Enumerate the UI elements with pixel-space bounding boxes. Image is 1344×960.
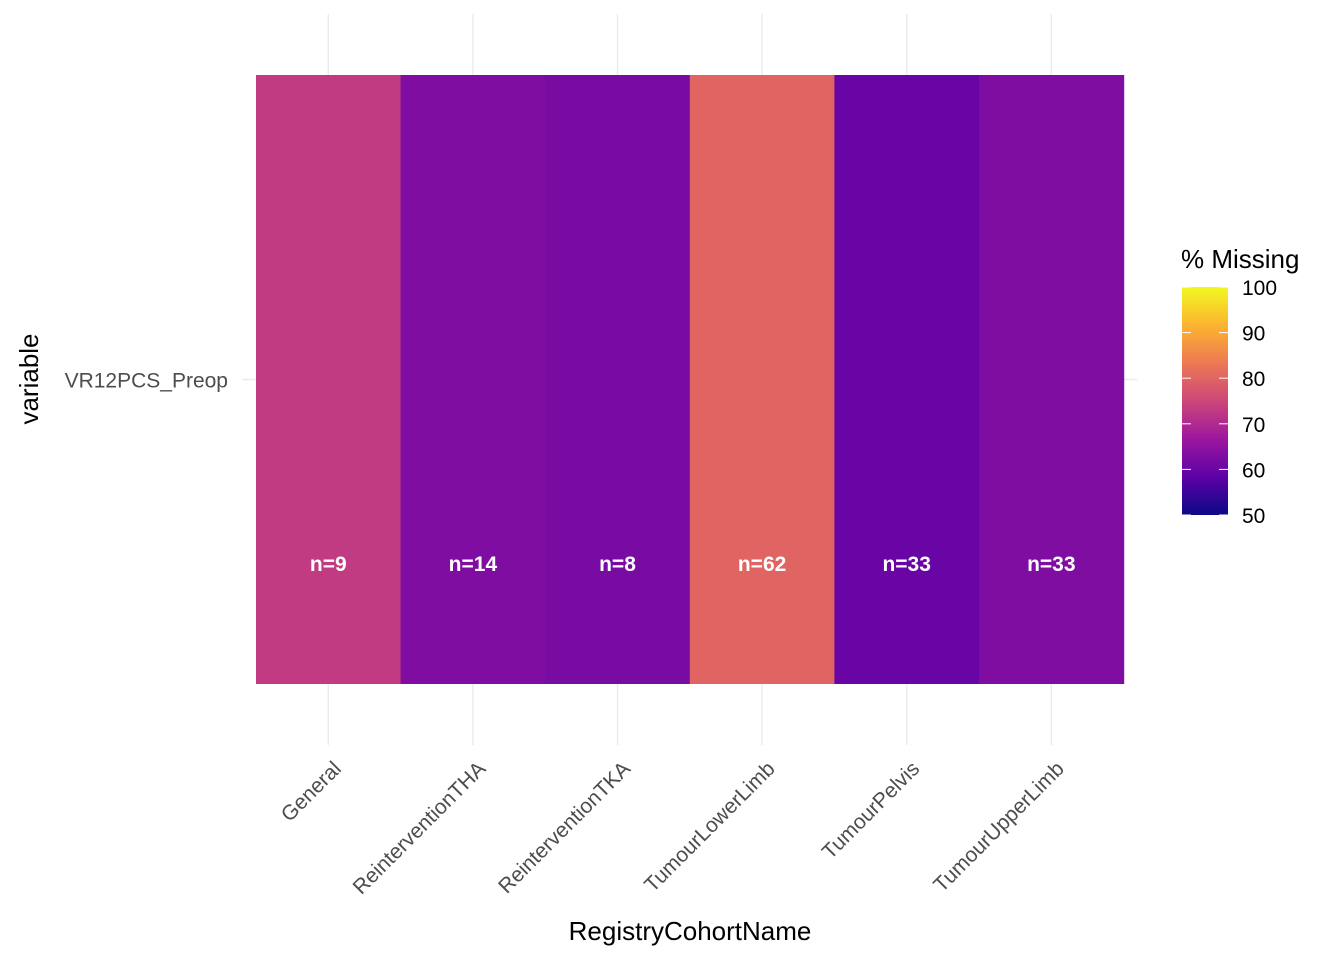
legend-tick-label: 80 bbox=[1242, 368, 1265, 391]
legend-tick-label: 70 bbox=[1242, 414, 1265, 437]
legend-tick-label: 100 bbox=[1242, 277, 1277, 300]
heatmap-tile bbox=[834, 75, 980, 684]
legend-ticks: 100 90 80 70 60 50 bbox=[1182, 277, 1277, 528]
x-axis-tick-labels: General ReinterventionTHA ReinterventionTK… bbox=[277, 757, 1069, 899]
x-tick-label: TumourPelvis bbox=[818, 757, 924, 863]
legend-tick-label: 60 bbox=[1242, 459, 1265, 482]
heatmap-tile bbox=[689, 75, 835, 684]
cell-label: n=14 bbox=[449, 553, 498, 576]
color-legend: % Missing 100 90 80 70 60 50 bbox=[1181, 244, 1299, 528]
x-tick-label: General bbox=[277, 757, 346, 826]
cell-label: n=62 bbox=[738, 553, 786, 576]
legend-color-bar bbox=[1182, 287, 1228, 515]
cell-label: n=8 bbox=[599, 553, 636, 576]
y-tick-label: VR12PCS_Preop bbox=[65, 370, 228, 393]
x-tick-label: TumourLowerLimb bbox=[640, 757, 780, 897]
legend-title: % Missing bbox=[1181, 244, 1299, 274]
heatmap-tile bbox=[545, 75, 691, 684]
cell-label: n=9 bbox=[310, 553, 347, 576]
heatmap-tiles bbox=[256, 75, 1125, 684]
x-axis-title: RegistryCohortName bbox=[569, 916, 812, 946]
legend-tick-label: 90 bbox=[1242, 323, 1265, 346]
heatmap-tile bbox=[256, 75, 402, 684]
y-axis-tick-labels: VR12PCS_Preop bbox=[65, 370, 228, 393]
x-tick-label: ReinterventionTKA bbox=[494, 757, 635, 898]
y-axis-title: variable bbox=[14, 333, 44, 424]
x-tick-label: TumourUpperLimb bbox=[929, 757, 1069, 897]
heatmap-tile bbox=[979, 75, 1125, 684]
heatmap-tile bbox=[400, 75, 546, 684]
cell-labels: n=9 n=14 n=8 n=62 n=33 n=33 bbox=[310, 553, 1076, 576]
legend-tick-label: 50 bbox=[1242, 505, 1265, 528]
cell-label: n=33 bbox=[1027, 553, 1075, 576]
x-tick-label: ReinterventionTHA bbox=[349, 757, 491, 899]
cell-label: n=33 bbox=[882, 553, 930, 576]
